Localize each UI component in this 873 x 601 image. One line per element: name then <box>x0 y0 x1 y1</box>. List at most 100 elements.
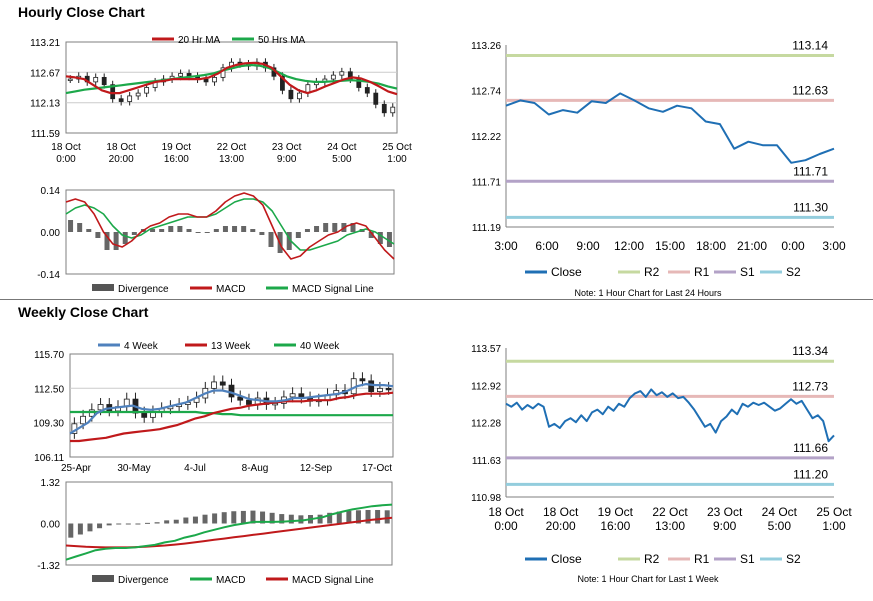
weekly-candle-y-tick: 106.11 <box>34 453 64 464</box>
weekly-divergence-bar <box>298 515 304 524</box>
hourly-section-title: Hourly Close Chart <box>18 4 145 20</box>
weekly-1w-x-tick-time: 5:00 <box>768 519 792 533</box>
hourly-divergence-bar <box>122 232 128 244</box>
section-divider <box>0 299 873 300</box>
weekly-1w-legend-label-r1: R1 <box>694 552 710 566</box>
weekly-legend-ma13-label: 13 Week <box>211 341 251 352</box>
hourly-candle-x-tick: 25 Oct <box>382 142 412 153</box>
weekly-1w-legend-label-s1: S1 <box>740 552 755 566</box>
weekly-candle-body <box>80 415 86 425</box>
weekly-1w-level-label-s1: 111.66 <box>793 441 828 455</box>
hourly-divergence-bar <box>250 229 256 232</box>
weekly-macd-y-tick: 1.32 <box>41 478 61 489</box>
hourly-macd-signal-line <box>65 198 395 251</box>
weekly-candle-plot-frame <box>69 353 394 458</box>
weekly-1w-x-tick: 23 Oct <box>707 505 743 519</box>
weekly-ma4-line <box>69 383 394 435</box>
hourly-24h-x-tick: 3:00 <box>494 239 518 253</box>
hourly-candle-x-tick: 18 Oct <box>51 142 81 153</box>
hourly-candle-body <box>118 98 124 102</box>
weekly-macd-y-tick: 0.00 <box>41 520 61 531</box>
hourly-candle-body <box>67 78 73 81</box>
hourly-candle-plot-frame <box>65 41 398 134</box>
weekly-divergence-bar <box>250 510 256 524</box>
weekly-1w-x-tick-time: 9:00 <box>713 519 737 533</box>
weekly-divergence-bar <box>68 523 74 538</box>
hourly-candle-x-tick-time: 9:00 <box>277 154 297 165</box>
weekly-1w-y-tick: 113.57 <box>471 344 501 355</box>
hourly-24h-level-label-s1: 111.71 <box>793 164 828 178</box>
hourly-24h-x-tick: 15:00 <box>655 239 685 253</box>
weekly-candle-body <box>141 412 148 418</box>
hourly-candle-body <box>178 73 183 77</box>
weekly-candle-body <box>359 378 366 382</box>
hourly-candle-y-tick: 112.13 <box>30 99 60 110</box>
weekly-1w-x-tick: 24 Oct <box>762 505 798 519</box>
hourly-divergence-bar <box>104 232 110 250</box>
hourly-24h-y-tick: 112.22 <box>471 132 501 143</box>
hourly-divergence-bar <box>131 232 137 235</box>
weekly-divergence-bar <box>202 514 208 524</box>
hourly-candle-x-tick: 18 Oct <box>106 142 136 153</box>
hourly-candle-body <box>296 92 302 100</box>
hourly-24h-x-tick: 3:00 <box>822 239 846 253</box>
hourly-24h-note: Note: 1 Hour Chart for Last 24 Hours <box>574 288 722 298</box>
hourly-candle-body <box>373 92 379 105</box>
weekly-candle-body <box>211 381 217 389</box>
weekly-divergence-bar <box>106 523 112 526</box>
weekly-divergence-bar <box>231 511 237 524</box>
weekly-1w-close-line <box>505 388 835 443</box>
hourly-candle-body <box>135 92 141 97</box>
hourly-divergence-bar <box>323 223 329 232</box>
weekly-candle-body <box>246 399 252 405</box>
weekly-1w-x-tick-time: 0:00 <box>494 519 518 533</box>
hourly-divergence-bar <box>350 223 356 232</box>
weekly-1w-x-tick: 18 Oct <box>488 505 524 519</box>
hourly-candle-x-tick: 24 Oct <box>327 142 357 153</box>
weekly-divergence-bar <box>145 522 150 524</box>
weekly-macd-legend-divergence-swatch <box>92 575 114 582</box>
weekly-divergence-bar <box>135 523 141 525</box>
weekly-1w-y-tick: 111.63 <box>472 456 502 467</box>
weekly-1w-legend-label-s2: S2 <box>786 552 801 566</box>
hourly-24h-level-label-r2: 113.14 <box>792 39 828 53</box>
weekly-divergence-bar <box>97 523 103 529</box>
hourly-divergence-bar <box>77 223 83 232</box>
hourly-24h-y-tick: 113.26 <box>471 41 501 52</box>
hourly-candle-body <box>93 76 99 83</box>
weekly-divergence-bar <box>384 510 390 524</box>
weekly-section-title: Weekly Close Chart <box>18 304 149 320</box>
hourly-24h-x-tick: 12:00 <box>614 239 644 253</box>
weekly-divergence-bar <box>288 514 294 524</box>
hourly-candle-body <box>203 78 209 83</box>
hourly-24h-level-label-r1: 112.63 <box>792 83 828 97</box>
hourly-24h-legend-label-s1: S1 <box>740 265 755 279</box>
weekly-candle-x-tick: 4-Jul <box>184 463 206 474</box>
hourly-divergence-bar <box>113 232 119 250</box>
weekly-macd-y-tick: -1.32 <box>37 561 60 572</box>
weekly-divergence-bar <box>317 514 323 524</box>
hourly-divergence-bar <box>268 232 274 247</box>
hourly-divergence-bar <box>177 226 183 232</box>
weekly-divergence-bar <box>164 520 170 524</box>
hourly-macd-line <box>65 192 395 260</box>
hourly-candle-y-tick: 113.21 <box>30 38 60 49</box>
hourly-candle-x-tick-time: 0:00 <box>56 154 76 165</box>
hourly-divergence-bar <box>304 229 310 232</box>
hourly-24h-y-tick: 111.71 <box>472 178 502 189</box>
weekly-1w-note: Note: 1 Hour Chart for Last 1 Week <box>578 574 719 584</box>
hourly-divergence-bar <box>222 226 228 232</box>
weekly-candle-body <box>97 404 104 411</box>
hourly-divergence-bar <box>168 226 174 232</box>
weekly-candle-x-tick: 17-Oct <box>362 463 392 474</box>
weekly-divergence-bar <box>183 517 189 524</box>
weekly-legend-ma4-label: 4 Week <box>124 341 159 352</box>
weekly-1w-x-tick-time: 20:00 <box>546 519 576 533</box>
hourly-24h-legend-label-s2: S2 <box>786 265 801 279</box>
weekly-divergence-bar <box>327 512 333 524</box>
weekly-candle-y-tick: 112.50 <box>34 384 64 395</box>
hourly-divergence-bar <box>386 232 392 247</box>
weekly-1w-level-label-r1: 112.73 <box>792 379 828 393</box>
hourly-candle-x-tick-time: 1:00 <box>387 154 407 165</box>
